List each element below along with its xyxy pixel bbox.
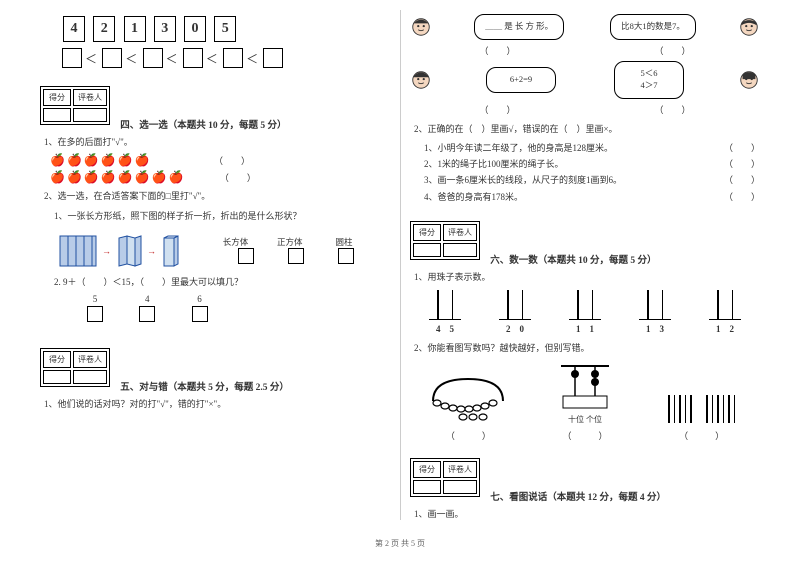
opt: 4 (122, 294, 172, 304)
abacus-figure: 十位 个位 （ ） (532, 362, 637, 442)
fold-figure-2 (115, 234, 143, 268)
section-5-title: 五、对与错（本题共 5 分，每题 2.5 分） (120, 379, 289, 393)
beads-figure: （ ） (416, 373, 521, 442)
opt: 6 (175, 294, 225, 304)
section-4-title: 四、选一选（本题共 10 分，每题 5 分） (120, 117, 286, 131)
q4-2: 2、选一选，在合适答案下面的□里打"√"。 (44, 189, 390, 203)
answer-paren: （ ） (214, 156, 250, 166)
num-card: 3 (154, 16, 176, 42)
speech-bubble: ＿＿ 是 长 方 形。 (474, 14, 564, 40)
q7-1: 1、画一画。 (414, 507, 760, 521)
q5-1: 1、他们说的话对吗？对的打"√"，错的打"×"。 (44, 397, 390, 411)
compare-boxes-row: ＜ ＜ ＜ ＜ ＜ (60, 48, 390, 68)
blank-box (62, 48, 82, 68)
blank-box (102, 48, 122, 68)
fold-figure-1 (58, 234, 98, 268)
judge-item: 4、爸爸的身高有178米。（ ） (424, 189, 760, 205)
judge-head: 2、正确的在（ ）里画√，错误的在（ ）里画×。 (414, 122, 760, 136)
face-icon (738, 69, 760, 91)
judge-item: 3、画一条6厘米长的线段，从尺子的刻度1画到6。（ ） (424, 172, 760, 188)
score-table: 得分 评卷人 (40, 348, 110, 387)
num-card: 1 (124, 16, 146, 42)
left-column: 4 2 1 3 0 5 ＜ ＜ ＜ ＜ ＜ 得分 评卷人 四、选一选（本题共 1 (30, 10, 400, 530)
num-card: 0 (184, 16, 206, 42)
face-icon (410, 69, 432, 91)
section-6-header: 得分 评卷人 六、数一数（本题共 10 分，每题 5 分） (410, 213, 760, 266)
shape-opt: 圆柱 (324, 236, 364, 248)
speech-bubble: 6+2=9 (486, 67, 556, 93)
answer-box (192, 306, 208, 322)
judge-item: 1、小明今年读二年级了，他的身高是128厘米。（ ） (424, 140, 760, 156)
judge-item: 2、1米的绳子比100厘米的绳子长。（ ） (424, 156, 760, 172)
section-7-header: 得分 评卷人 七、看图说话（本题共 12 分，每题 4 分） (410, 450, 760, 503)
answer-box (139, 306, 155, 322)
answer-box (87, 306, 103, 322)
figure-row: （ ） 十位 个位 （ ） (410, 362, 760, 442)
answer-box (338, 248, 354, 264)
q4-2-2: 2. 9＋（ ）＜15，（ ）里最大可以填几？ (54, 274, 390, 290)
opt: 5 (70, 294, 120, 304)
score-table: 得分 评卷人 (410, 221, 480, 260)
bubble-paren-row: （ ）（ ） (410, 103, 760, 116)
blank-box (263, 48, 283, 68)
bubble-paren-row: （ ）（ ） (410, 44, 760, 57)
answer-box (288, 248, 304, 264)
page-footer: 第 2 页 共 5 页 (0, 530, 800, 549)
score-col: 得分 (43, 89, 71, 106)
bubble-row-2: 6+2=9 5＜64＞7 (410, 57, 760, 103)
answer-paren: （ ） (220, 173, 256, 183)
score-table: 得分 评卷人 (410, 458, 480, 497)
q4-1: 1、在多的后面打"√"。 (44, 135, 390, 149)
grader-col: 评卷人 (73, 351, 107, 368)
section-4-header: 得分 评卷人 四、选一选（本题共 10 分，每题 5 分） (40, 78, 390, 131)
num-card: 5 (214, 16, 236, 42)
score-col: 得分 (413, 224, 441, 241)
number-cards-row: 4 2 1 3 0 5 (60, 16, 390, 42)
face-icon (410, 16, 432, 38)
apple-row-2: 🍎🍎🍎🍎🍎🍎🍎🍎 （ ） (50, 170, 390, 185)
right-column: ＿＿ 是 长 方 形。 比8大1的数是7。 （ ）（ ） 6+2=9 5＜64＞… (400, 10, 770, 530)
blank-box (143, 48, 163, 68)
num-card: 4 (63, 16, 85, 42)
speech-bubble: 5＜64＞7 (614, 61, 684, 99)
grader-col: 评卷人 (73, 89, 107, 106)
section-7-title: 七、看图说话（本题共 12 分，每题 4 分） (490, 489, 666, 503)
shape-opt: 正方体 (270, 236, 310, 248)
section-6-title: 六、数一数（本题共 10 分，每题 5 分） (490, 252, 656, 266)
num-card: 2 (93, 16, 115, 42)
face-icon (738, 16, 760, 38)
place-label: 十位 个位 (532, 414, 637, 425)
score-table: 得分 评卷人 (40, 86, 110, 125)
grader-col: 评卷人 (443, 224, 477, 241)
blank-box (223, 48, 243, 68)
blank-box (183, 48, 203, 68)
shape-opt: 长方体 (216, 236, 256, 248)
apple-row-1: 🍎🍎🍎🍎🍎🍎 （ ） (50, 153, 390, 168)
fold-figure-3 (160, 234, 182, 268)
answer-box (238, 248, 254, 264)
speech-bubble: 比8大1的数是7。 (610, 14, 696, 40)
apple-icon: 🍎 (50, 153, 65, 168)
section-5-header: 得分 评卷人 五、对与错（本题共 5 分，每题 2.5 分） (40, 340, 390, 393)
column-divider (400, 10, 401, 520)
q4-2-1: 1、一张长方形纸，照下图的样子折一折，折出的是什么形状？ (54, 208, 390, 224)
grader-col: 评卷人 (443, 461, 477, 478)
q6-2: 2、你能看图写数吗？越快越好，但别写错。 (414, 341, 760, 355)
tally-figure: （ ） (649, 395, 754, 442)
q6-1: 1、用珠子表示数。 (414, 270, 760, 284)
bubble-row-1: ＿＿ 是 长 方 形。 比8大1的数是7。 (410, 10, 760, 44)
score-col: 得分 (43, 351, 71, 368)
score-col: 得分 (413, 461, 441, 478)
abacus-row: 4 5 2 0 1 1 1 3 1 2 (410, 290, 760, 335)
